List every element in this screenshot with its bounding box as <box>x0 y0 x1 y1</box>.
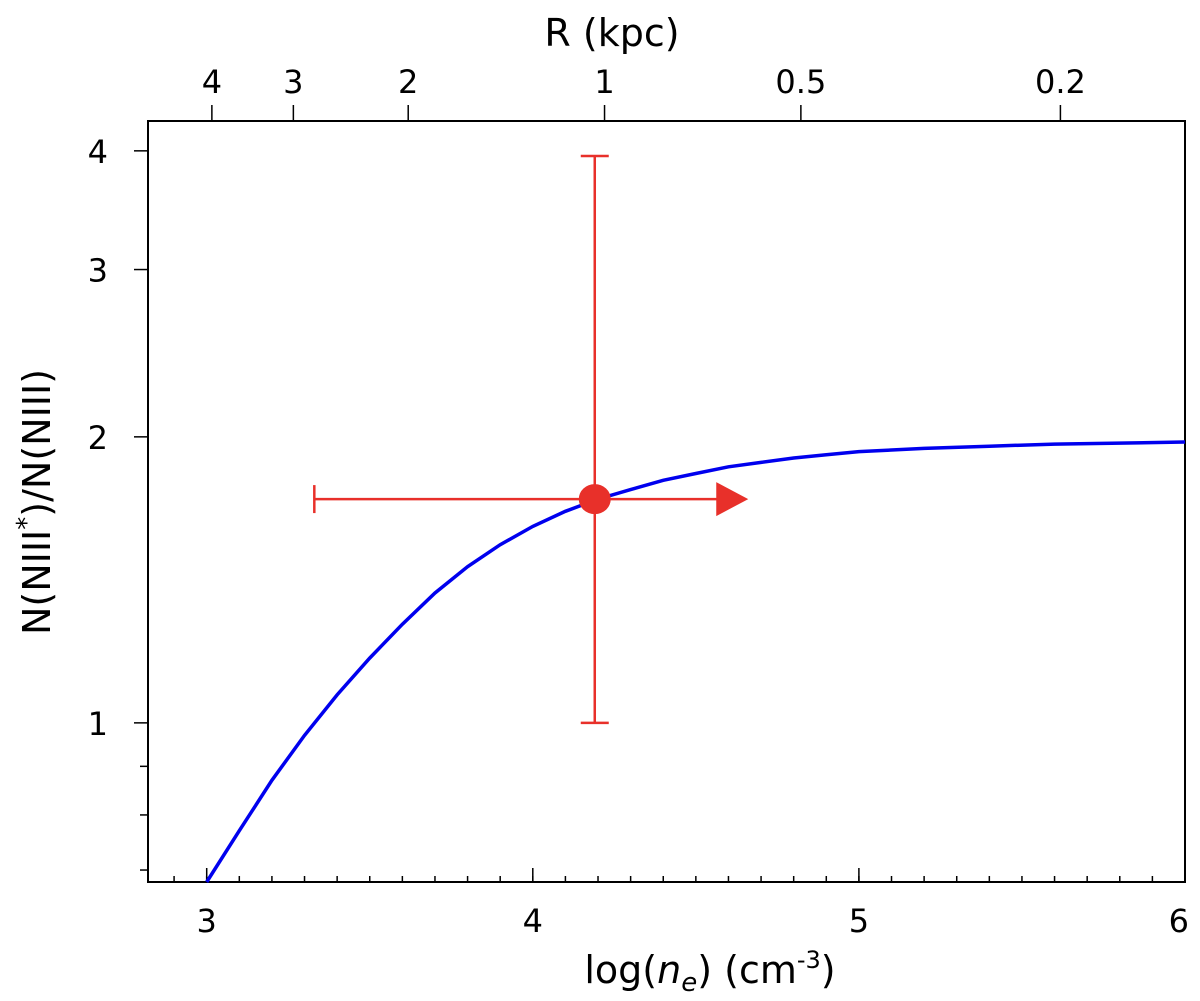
x-axis-title-sup: -3 <box>797 946 821 974</box>
y-axis-title-prefix: N(NIII <box>15 530 59 635</box>
x-axis-title-sub: e <box>681 968 697 998</box>
data-point <box>578 484 611 515</box>
lower-limit-arrowhead <box>716 482 749 517</box>
x-axis-title: log(ne) (cm-3) <box>584 946 835 998</box>
y-tick-label: 1 <box>88 705 108 743</box>
x-axis-title-var: n <box>657 948 681 992</box>
top-tick-label: 3 <box>283 63 303 101</box>
y-tick-labels: 1 2 3 4 <box>88 133 108 743</box>
x-tick-label: 5 <box>849 902 869 940</box>
top-tick-label: 0.2 <box>1035 63 1086 101</box>
x-axis-title-prefix: log( <box>584 948 657 992</box>
top-axis-title: R (kpc) <box>544 11 679 55</box>
y-tick-label: 4 <box>88 133 108 171</box>
measurement-point <box>313 154 749 725</box>
x-tick-label: 3 <box>197 902 217 940</box>
top-tick-label: 1 <box>594 63 614 101</box>
x-axis-title-suffix: ) <box>821 948 836 992</box>
top-tick-label: 2 <box>398 63 418 101</box>
top-tick-labels: 4 3 2 1 0.5 0.2 <box>202 63 1086 101</box>
y-axis-title-sup: * <box>12 517 42 530</box>
y-tick-label: 3 <box>88 252 108 290</box>
y-axis-title: N(NIII*)/N(NIII) <box>12 369 59 635</box>
top-tick-label: 0.5 <box>775 63 826 101</box>
x-tick-label: 4 <box>523 902 543 940</box>
x-tick-labels: 3 4 5 6 <box>197 902 1189 940</box>
top-tick-label: 4 <box>202 63 222 101</box>
minor-ticks <box>140 765 1186 882</box>
model-curve <box>205 440 1186 883</box>
y-tick-label: 2 <box>88 419 108 457</box>
plot-frame <box>147 120 1186 883</box>
x-tick-label: 6 <box>1169 902 1189 940</box>
x-axis-title-mid: ) (cm <box>697 948 797 992</box>
y-axis-title-suffix: )/N(NIII) <box>15 369 59 517</box>
major-ticks <box>134 105 1186 882</box>
